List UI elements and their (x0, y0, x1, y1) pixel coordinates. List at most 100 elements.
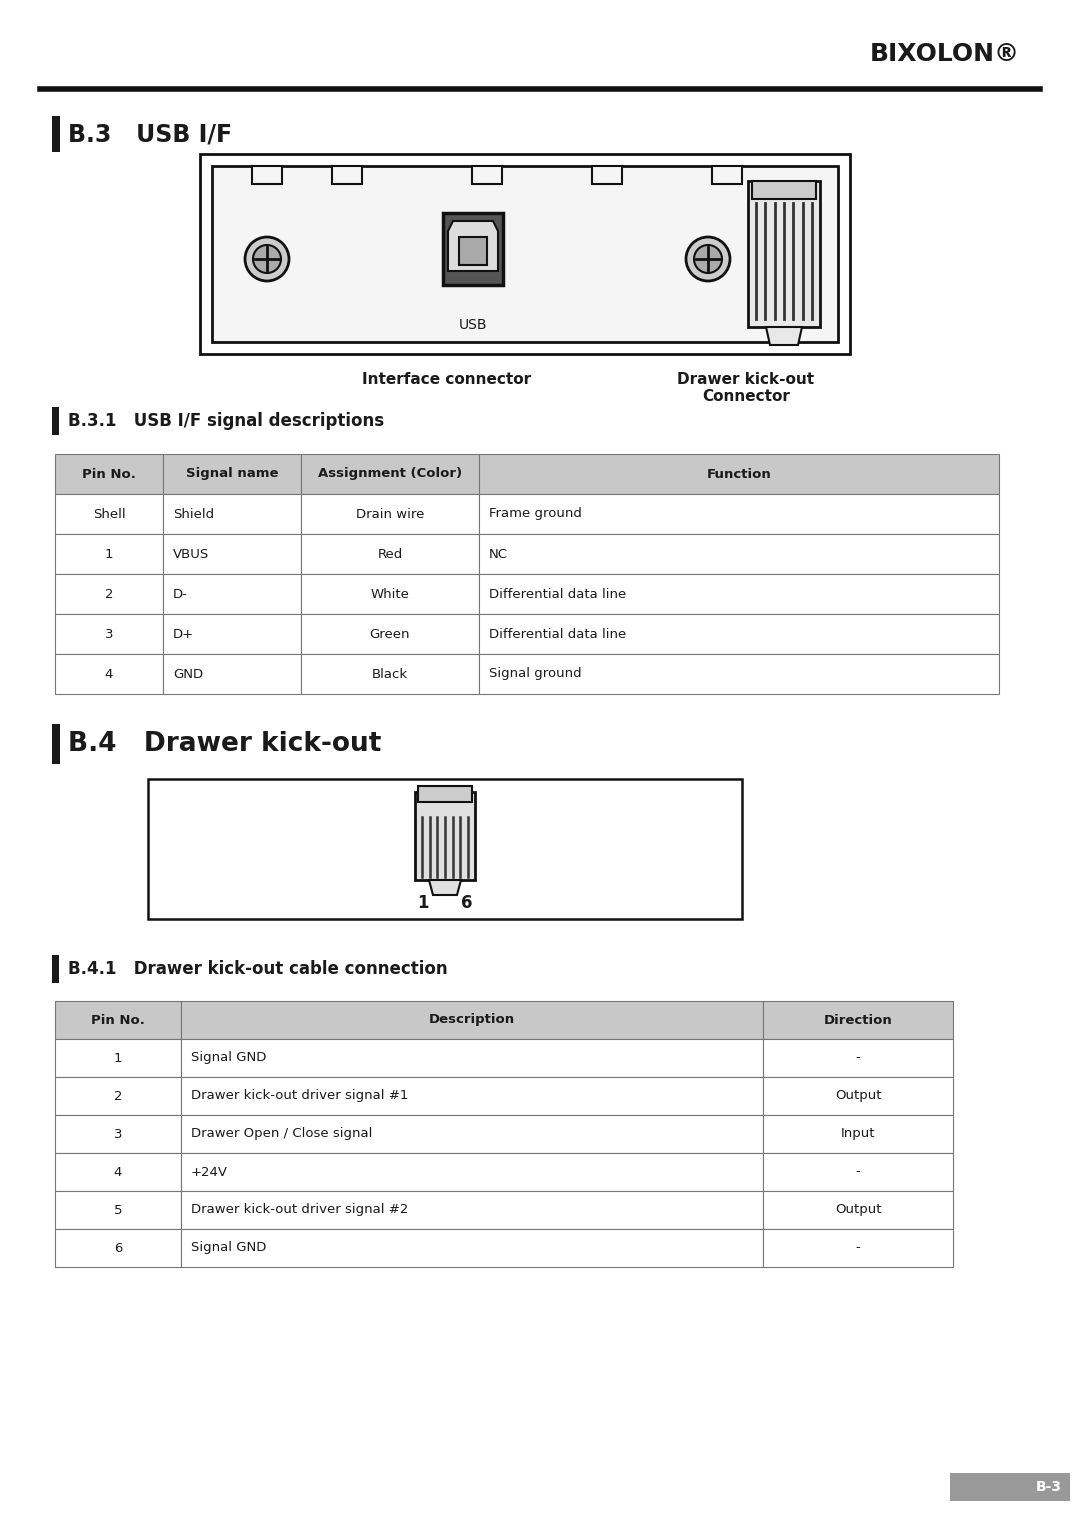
Bar (55, 1153, 181, 1191)
Bar (762, 1040, 953, 1076)
Bar (762, 1076, 953, 1115)
Bar (480, 454, 999, 494)
Text: Output: Output (835, 1203, 881, 1217)
Bar (52, 725, 60, 764)
Bar (163, 615, 301, 654)
Bar (443, 213, 503, 284)
Text: NC: NC (489, 547, 508, 561)
Text: Frame ground: Frame ground (489, 508, 582, 520)
Text: Signal ground: Signal ground (489, 668, 582, 680)
Text: Drawer kick-out
Connector: Drawer kick-out Connector (677, 372, 814, 404)
Text: Signal GND: Signal GND (191, 1052, 267, 1064)
Text: Drain wire: Drain wire (355, 508, 424, 520)
Bar (459, 237, 487, 265)
Bar (762, 1115, 953, 1153)
Text: GND: GND (173, 668, 203, 680)
Bar (301, 615, 480, 654)
Text: Function: Function (706, 468, 771, 480)
Bar (762, 1001, 953, 1040)
Text: 1: 1 (113, 1052, 122, 1064)
Text: Signal GND: Signal GND (191, 1242, 267, 1254)
Text: Pin No.: Pin No. (82, 468, 136, 480)
Bar (181, 1040, 762, 1076)
Bar (212, 167, 838, 342)
Bar (480, 615, 999, 654)
Text: D+: D+ (173, 627, 194, 641)
Circle shape (686, 237, 730, 281)
Text: Drawer kick-out driver signal #1: Drawer kick-out driver signal #1 (191, 1090, 408, 1102)
Text: 6: 6 (461, 894, 473, 911)
Text: Green: Green (369, 627, 410, 641)
Bar (592, 167, 622, 183)
Bar (55, 1076, 181, 1115)
Text: 3: 3 (105, 627, 113, 641)
Bar (712, 167, 742, 183)
Text: 4: 4 (105, 668, 113, 680)
Text: B-3: B-3 (1036, 1480, 1062, 1494)
Text: Signal name: Signal name (186, 468, 279, 480)
Bar (752, 180, 816, 199)
Text: Shell: Shell (93, 508, 125, 520)
Text: Shield: Shield (173, 508, 214, 520)
Bar (748, 180, 820, 327)
Text: -: - (855, 1165, 861, 1179)
Bar (148, 778, 742, 919)
Bar (55, 1001, 181, 1040)
Bar (472, 167, 502, 183)
Text: Direction: Direction (824, 1014, 892, 1026)
Bar (55, 1040, 181, 1076)
Bar (55, 654, 163, 694)
Bar (163, 454, 301, 494)
Bar (55, 1115, 181, 1153)
Text: Output: Output (835, 1090, 881, 1102)
Bar (480, 654, 999, 694)
Bar (762, 1191, 953, 1229)
Bar (163, 534, 301, 573)
Bar (480, 573, 999, 615)
Bar (480, 534, 999, 573)
Text: 2: 2 (113, 1090, 122, 1102)
Bar (163, 654, 301, 694)
Text: Assignment (Color): Assignment (Color) (318, 468, 462, 480)
Text: Interface connector: Interface connector (363, 372, 531, 387)
Bar (301, 654, 480, 694)
Bar (55, 454, 163, 494)
Text: +24V: +24V (191, 1165, 228, 1179)
Text: Input: Input (840, 1127, 875, 1141)
Text: Pin No.: Pin No. (91, 1014, 145, 1026)
Bar (950, 1472, 1070, 1501)
Bar (301, 454, 480, 494)
Text: Drawer kick-out driver signal #2: Drawer kick-out driver signal #2 (191, 1203, 408, 1217)
Bar (301, 573, 480, 615)
Bar (762, 1153, 953, 1191)
Text: Differential data line: Differential data line (489, 587, 626, 601)
Text: 6: 6 (113, 1242, 122, 1254)
Bar (181, 1001, 762, 1040)
Bar (55, 494, 163, 534)
Bar (55, 534, 163, 573)
Text: Description: Description (429, 1014, 515, 1026)
Bar (332, 167, 362, 183)
Bar (181, 1191, 762, 1229)
Polygon shape (448, 222, 498, 271)
Bar (301, 534, 480, 573)
Bar (181, 1115, 762, 1153)
Bar (163, 494, 301, 534)
Text: BIXOLON®: BIXOLON® (869, 41, 1020, 66)
Bar (181, 1229, 762, 1268)
Text: VBUS: VBUS (173, 547, 210, 561)
Text: Drawer Open / Close signal: Drawer Open / Close signal (191, 1127, 373, 1141)
Bar (252, 167, 282, 183)
Text: 2: 2 (105, 587, 113, 601)
Polygon shape (766, 327, 802, 346)
Bar (181, 1076, 762, 1115)
Text: 1: 1 (417, 894, 429, 911)
Text: 4: 4 (113, 1165, 122, 1179)
Bar (480, 494, 999, 534)
Text: B.3   USB I/F: B.3 USB I/F (68, 122, 232, 145)
Text: 3: 3 (113, 1127, 122, 1141)
Text: 1: 1 (105, 547, 113, 561)
Bar (163, 573, 301, 615)
Text: -: - (855, 1052, 861, 1064)
Text: B.4.1   Drawer kick-out cable connection: B.4.1 Drawer kick-out cable connection (68, 960, 447, 979)
